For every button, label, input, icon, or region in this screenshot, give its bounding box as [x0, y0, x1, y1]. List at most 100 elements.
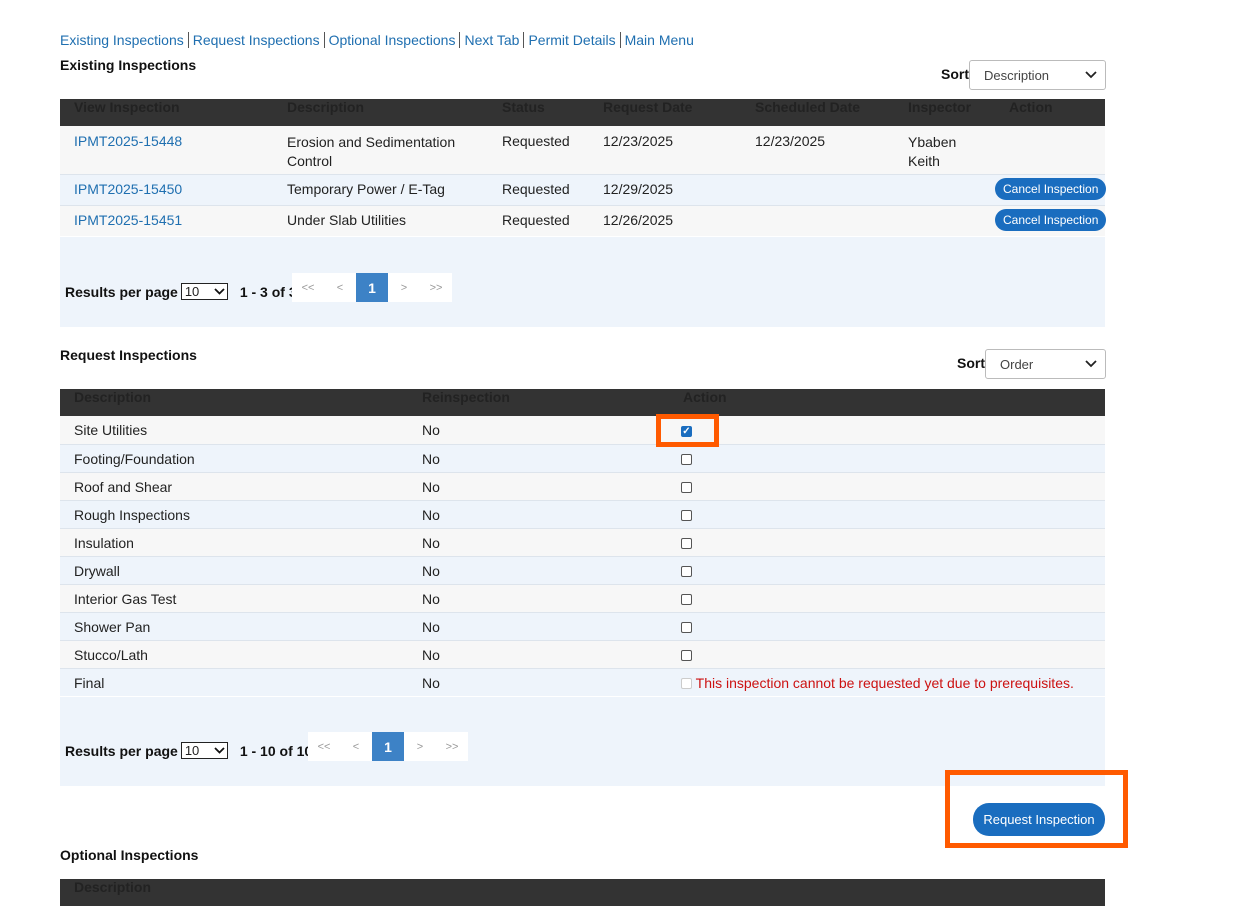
inspection-id-link[interactable]: IPMT2025-15451 [74, 211, 183, 228]
column-header[interactable]: Description [287, 99, 365, 115]
request-checkbox[interactable] [681, 538, 692, 550]
request-inspections-title: Request Inspections [60, 347, 197, 363]
request-checkbox-disabled [681, 678, 692, 690]
column-header[interactable]: Description [74, 879, 152, 895]
table-row: Site Utilities No ✓ [60, 416, 1105, 444]
nav-separator [459, 32, 461, 48]
results-per-page-select[interactable]: 10 [180, 283, 228, 300]
chevron-down-icon [1077, 357, 1105, 371]
reinspection-value: No [408, 583, 669, 612]
column-header[interactable]: Description [74, 389, 152, 405]
pager-first[interactable]: << [317, 740, 331, 753]
request-inspections-table: Description Reinspection Action Site Uti… [60, 389, 1105, 696]
request-sort-select[interactable]: Order [985, 349, 1106, 379]
request-description: Stucco/Lath [60, 639, 408, 668]
column-header[interactable]: Reinspection [422, 389, 510, 405]
nav-link-request-inspections[interactable]: Request Inspections [192, 32, 320, 48]
table-row: Interior Gas Test No [60, 583, 1105, 612]
reinspection-value: No [408, 667, 669, 696]
pager-prev[interactable]: < [336, 281, 344, 294]
request-checkbox[interactable] [681, 510, 692, 522]
existing-pagination-footer [60, 237, 1105, 327]
action-cell [995, 126, 1105, 174]
request-pager: << < 1 > >> [308, 732, 468, 761]
existing-sort-label: Sort [941, 66, 969, 82]
column-header[interactable]: Scheduled Date [755, 99, 861, 115]
request-checkbox[interactable] [681, 594, 692, 606]
optional-inspections-title: Optional Inspections [60, 847, 199, 863]
cancel-inspection-button[interactable]: Cancel Inspection [995, 208, 1107, 231]
reinspection-value: No [408, 471, 669, 500]
nav-link-existing-inspections[interactable]: Existing Inspections [60, 32, 184, 48]
inspection-description: Under Slab Utilities [273, 204, 488, 236]
existing-results-per-page: Results per page 10 1 - 3 of 3 [65, 283, 297, 300]
pager-prev[interactable]: < [352, 740, 360, 753]
pager-next[interactable]: > [400, 281, 408, 294]
column-header[interactable]: View Inspection [74, 99, 180, 115]
pager-last[interactable]: >> [445, 740, 459, 753]
top-nav: Existing Inspections Request Inspections O… [60, 32, 694, 48]
reinspection-value: No [408, 611, 669, 640]
nav-link-optional-inspections[interactable]: Optional Inspections [328, 32, 456, 48]
nav-separator [323, 32, 325, 48]
column-header[interactable]: Request Date [603, 99, 693, 115]
prerequisite-error-message: This inspection cannot be requested yet … [695, 674, 1074, 691]
inspector-name: Ybaben Keith [908, 134, 957, 169]
pager-next[interactable]: > [416, 740, 424, 753]
request-description: Final [60, 667, 408, 696]
scheduled-date: 12/23/2025 [755, 133, 826, 149]
request-date: 12/23/2025 [603, 133, 674, 149]
request-pagination-footer [60, 697, 1105, 786]
request-checkbox[interactable] [681, 650, 692, 662]
results-range: 1 - 10 of 10 [239, 742, 313, 759]
request-date: 12/26/2025 [589, 204, 741, 236]
table-row: IPMT2025-15451 Under Slab Utilities Requ… [60, 204, 1107, 236]
nav-link-next-tab[interactable]: Next Tab [464, 32, 520, 48]
column-header[interactable]: Status [502, 99, 545, 115]
request-description: Insulation [60, 527, 408, 556]
results-range: 1 - 3 of 3 [239, 283, 297, 300]
highlight-box-checkbox [656, 414, 719, 447]
request-description: Footing/Foundation [60, 443, 408, 472]
inspection-id-link[interactable]: IPMT2025-15450 [74, 180, 183, 197]
request-inspection-button[interactable]: Request Inspection [973, 803, 1105, 836]
existing-sort-select[interactable]: Description [969, 60, 1106, 90]
table-row: Stucco/Lath No [60, 639, 1105, 668]
pager-first[interactable]: << [301, 281, 315, 294]
request-checkbox[interactable] [681, 622, 692, 634]
nav-separator [523, 32, 525, 48]
chevron-down-icon [214, 747, 225, 754]
request-checkbox[interactable] [681, 566, 692, 578]
request-checkbox[interactable]: ✓ [681, 425, 692, 437]
table-header-row: View Inspection Description Status Reque… [60, 99, 1105, 126]
inspection-id-link[interactable]: IPMT2025-15448 [74, 133, 183, 149]
reinspection-value: No [408, 639, 669, 668]
inspection-status: Requested [502, 133, 570, 149]
request-description: Rough Inspections [60, 499, 408, 528]
nav-separator [619, 32, 621, 48]
request-checkbox[interactable] [681, 454, 692, 466]
results-per-page-label: Results per page [65, 283, 178, 300]
reinspection-value: No [422, 422, 440, 438]
pager-current-page[interactable]: 1 [372, 732, 404, 761]
table-row: Rough Inspections No [60, 499, 1105, 528]
nav-link-main-menu[interactable]: Main Menu [624, 32, 694, 48]
pager-last[interactable]: >> [429, 281, 443, 294]
inspection-description: Erosion and Sedimentation Control [287, 134, 456, 169]
request-description: Shower Pan [60, 611, 408, 640]
pager-current-page[interactable]: 1 [356, 273, 388, 302]
column-header[interactable]: Inspector [908, 99, 972, 115]
existing-inspections-table: View Inspection Description Status Reque… [60, 99, 1107, 236]
cancel-inspection-button[interactable]: Cancel Inspection [995, 177, 1107, 200]
existing-pager: << < 1 > >> [292, 273, 452, 302]
results-per-page-select[interactable]: 10 [180, 742, 228, 759]
table-header-row: Description Reinspection Action [60, 389, 1105, 416]
column-header: Action [683, 389, 727, 405]
column-header: Action [1009, 99, 1053, 115]
scheduled-date [741, 173, 894, 205]
nav-link-permit-details[interactable]: Permit Details [528, 32, 616, 48]
request-checkbox[interactable] [681, 482, 692, 494]
optional-inspections-table: Description [60, 879, 1105, 906]
existing-sort-value: Description [984, 67, 1050, 83]
inspection-status: Requested [488, 204, 589, 236]
